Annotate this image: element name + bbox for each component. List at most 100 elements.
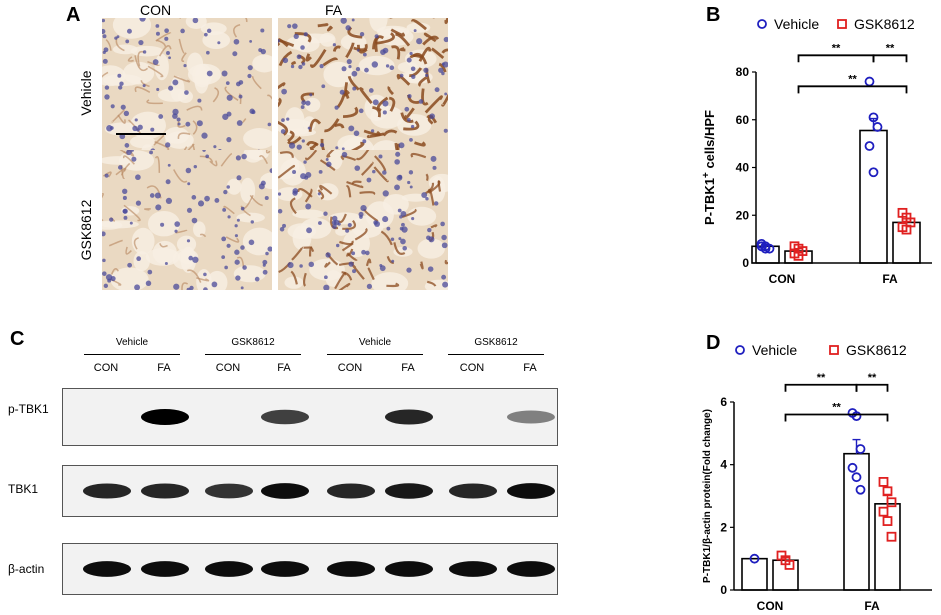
blot-band (385, 561, 433, 577)
blot-group-label: Vehicle (115, 337, 149, 348)
significance-label: ** (848, 73, 857, 85)
blot-lane-label: FA (401, 362, 415, 374)
legend-entry: Vehicle (757, 16, 819, 32)
panel-letter-b: B (706, 4, 721, 26)
micrograph-vehicle-con (102, 18, 272, 158)
bar (843, 452, 870, 591)
data-point (872, 122, 883, 132)
y-tick-label: 2 (720, 520, 727, 534)
micrograph-gsk8612-con (102, 150, 272, 290)
chart-d: 0 2 4 6 P-TBK1/β-actin protein(Fold change) V… (702, 342, 932, 613)
data-point (749, 553, 760, 564)
blot-band (261, 561, 309, 577)
chart-b: 0 20 40 60 80 P-TBK1+ cells/HPF Vehicle GSK8612… (701, 16, 932, 286)
legend-label: GSK8612 (854, 16, 915, 32)
blot-label-beta-actin: β-actin (8, 562, 45, 576)
legend-entry: GSK8612 (837, 16, 915, 32)
blot-band (327, 561, 375, 577)
data-point (878, 506, 889, 517)
significance-label: ** (832, 402, 841, 414)
blot-group-label: GSK8612 (474, 337, 518, 348)
blot-group-line (448, 354, 544, 355)
column-label-fa: FA (325, 2, 343, 18)
data-point (847, 462, 858, 473)
data-point (851, 472, 862, 483)
y-tick-label: 80 (736, 65, 750, 79)
blot-band (385, 409, 433, 425)
significance-label: ** (832, 42, 841, 54)
significance-label: ** (817, 372, 826, 384)
y-tick-label: 40 (736, 161, 750, 175)
legend-label: Vehicle (752, 342, 797, 358)
blot-group-line (327, 354, 423, 355)
significance-bracket: ** (784, 372, 858, 392)
blot-band (141, 409, 189, 425)
significance-bracket: ** (855, 372, 889, 392)
panel-letter-c: C (10, 328, 25, 350)
data-point (760, 243, 771, 254)
significance-bracket: ** (784, 402, 889, 422)
scale-bar (116, 133, 166, 135)
blot-band (261, 409, 309, 425)
y-tick-label: 4 (720, 458, 727, 472)
data-point (793, 250, 804, 261)
blot-band (507, 410, 555, 424)
bar (741, 557, 768, 591)
legend-marker (757, 19, 767, 29)
legend-entry: Vehicle (735, 342, 797, 358)
blot-band (141, 561, 189, 577)
significance-bracket: ** (797, 42, 875, 63)
bar (859, 129, 888, 264)
y-tick-label: 20 (736, 208, 750, 222)
blot-band (507, 483, 555, 499)
blot-strip-beta-actin (62, 543, 558, 595)
micrograph-gsk8612-fa (278, 150, 448, 290)
y-axis-label: P-TBK1/β-actin protein(Fold change) (702, 409, 713, 583)
legend-marker (837, 19, 847, 29)
blot-lane-label: CON (93, 362, 119, 374)
data-point (855, 484, 866, 495)
blot-lane-label: FA (157, 362, 171, 374)
blot-lane-label: CON (215, 362, 241, 374)
significance-label: ** (886, 42, 895, 54)
data-point (864, 76, 875, 87)
data-point (886, 531, 897, 542)
y-tick-label: 0 (720, 583, 727, 597)
blot-band (205, 561, 253, 577)
y-tick-label: 0 (742, 256, 749, 270)
panel-letter-d: D (706, 332, 721, 354)
blot-band (261, 483, 309, 499)
data-point (886, 497, 897, 508)
blot-lane-label: FA (277, 362, 291, 374)
data-point (901, 224, 912, 235)
x-tick-label: FA (882, 272, 898, 286)
significance-label: ** (868, 372, 877, 384)
blot-label-tbk1: TBK1 (8, 482, 39, 496)
legend-label: Vehicle (774, 16, 819, 32)
row-label-vehicle: Vehicle (78, 70, 94, 116)
data-point (882, 516, 893, 526)
row-label-gsk8612: GSK8612 (78, 199, 94, 261)
blot-band (507, 561, 555, 577)
blot-band (141, 483, 189, 499)
legend-marker (829, 345, 839, 355)
y-tick-label: 6 (720, 395, 727, 409)
data-point (864, 141, 875, 151)
data-point (851, 411, 862, 421)
micrograph-vehicle-fa (278, 18, 448, 158)
data-point (878, 476, 889, 487)
blot-lane-label: FA (523, 362, 537, 374)
data-point (784, 560, 795, 570)
blot-band (385, 483, 433, 499)
blot-band (449, 561, 497, 577)
blot-group-line (84, 354, 180, 355)
column-label-con: CON (140, 2, 172, 18)
panel-letter-a: A (66, 4, 81, 26)
blot-band (449, 483, 497, 499)
blot-lane-label: CON (459, 362, 485, 374)
data-point (868, 112, 879, 123)
blot-lane-label: CON (337, 362, 363, 374)
legend-marker (735, 345, 745, 355)
x-tick-label: FA (864, 599, 880, 613)
blot-group-line (205, 354, 301, 355)
